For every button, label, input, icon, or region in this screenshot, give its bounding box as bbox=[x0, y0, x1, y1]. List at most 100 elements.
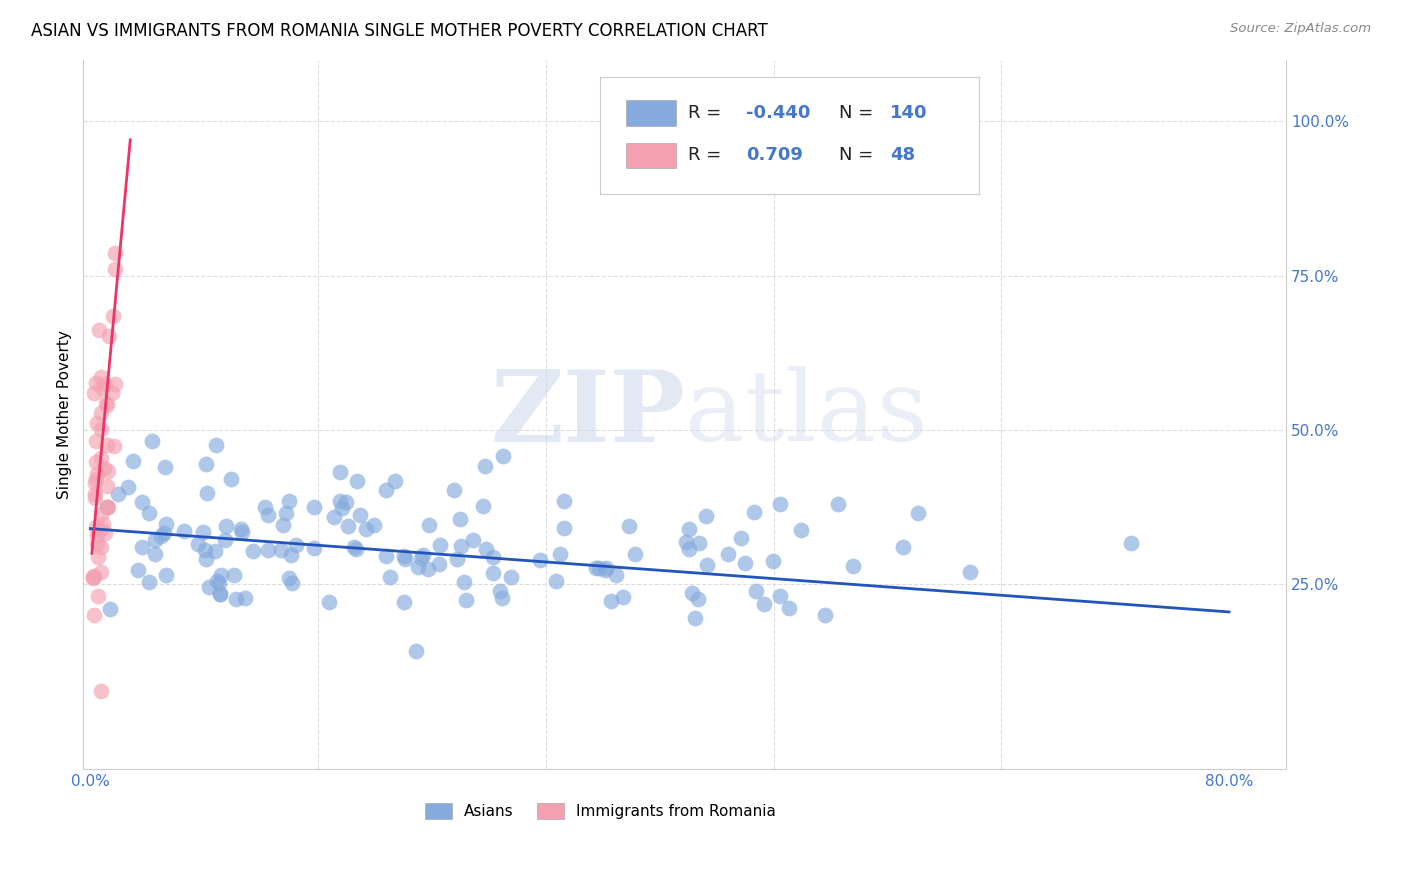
Point bbox=[90, 565, 112, 579]
Point bbox=[86, 376, 108, 390]
Point bbox=[86, 550, 108, 565]
Point bbox=[1119, 535, 1142, 549]
Point bbox=[131, 495, 153, 509]
Point bbox=[302, 541, 325, 556]
Point bbox=[449, 512, 471, 526]
Point bbox=[231, 522, 253, 536]
Point bbox=[328, 493, 350, 508]
Point bbox=[195, 457, 218, 471]
Point bbox=[394, 595, 416, 609]
Point bbox=[280, 576, 302, 591]
Point bbox=[143, 533, 166, 547]
Point bbox=[257, 542, 280, 557]
FancyBboxPatch shape bbox=[626, 100, 676, 126]
Point bbox=[734, 556, 756, 570]
Point bbox=[605, 567, 627, 582]
Point bbox=[274, 507, 297, 521]
Point bbox=[814, 607, 837, 622]
Point bbox=[418, 562, 440, 576]
Point bbox=[745, 583, 768, 598]
Point bbox=[94, 525, 117, 540]
Point bbox=[96, 396, 118, 410]
Point bbox=[363, 518, 385, 533]
Point bbox=[219, 472, 242, 486]
Point bbox=[273, 517, 295, 532]
Point bbox=[193, 524, 215, 539]
Point bbox=[104, 262, 127, 277]
Point bbox=[456, 593, 478, 607]
FancyBboxPatch shape bbox=[600, 78, 979, 194]
Point bbox=[97, 328, 120, 343]
Point bbox=[688, 535, 710, 549]
Point bbox=[254, 500, 277, 514]
Point bbox=[343, 540, 366, 554]
Point bbox=[827, 497, 849, 511]
Text: Source: ZipAtlas.com: Source: ZipAtlas.com bbox=[1230, 22, 1371, 36]
Point bbox=[380, 570, 402, 584]
Point bbox=[155, 568, 177, 582]
Point bbox=[280, 548, 302, 562]
Point bbox=[222, 568, 245, 582]
Point bbox=[384, 474, 406, 488]
Point bbox=[89, 323, 111, 337]
Point bbox=[553, 521, 575, 535]
Point bbox=[491, 449, 513, 463]
Point bbox=[304, 500, 326, 514]
Point bbox=[90, 507, 112, 521]
Point bbox=[696, 558, 718, 572]
Point bbox=[754, 597, 776, 611]
Point bbox=[209, 568, 232, 582]
Point bbox=[96, 500, 118, 515]
Point bbox=[354, 522, 377, 536]
Point bbox=[681, 586, 703, 600]
Point bbox=[617, 519, 640, 533]
Point bbox=[214, 533, 236, 548]
Point bbox=[209, 587, 232, 601]
Point bbox=[688, 591, 710, 606]
Point bbox=[90, 422, 112, 436]
Point bbox=[103, 377, 125, 392]
Point bbox=[96, 438, 118, 452]
Point bbox=[150, 529, 173, 543]
Point bbox=[330, 500, 353, 515]
Point bbox=[475, 541, 498, 556]
Point bbox=[86, 455, 108, 469]
Point bbox=[599, 594, 621, 608]
Point bbox=[90, 683, 112, 698]
Point bbox=[90, 540, 112, 554]
Point bbox=[595, 561, 617, 575]
Point bbox=[84, 491, 107, 505]
Point bbox=[453, 574, 475, 589]
Point bbox=[83, 386, 105, 401]
Point bbox=[717, 547, 740, 561]
Point bbox=[443, 483, 465, 497]
Point bbox=[195, 485, 218, 500]
Point bbox=[122, 454, 145, 468]
Text: N =: N = bbox=[838, 103, 879, 122]
Point bbox=[284, 538, 307, 552]
Point bbox=[91, 517, 114, 532]
Point bbox=[101, 386, 124, 401]
Point bbox=[207, 574, 229, 589]
Point bbox=[406, 559, 429, 574]
FancyBboxPatch shape bbox=[626, 143, 676, 169]
Point bbox=[585, 561, 607, 575]
Point bbox=[233, 591, 256, 606]
Point bbox=[127, 563, 149, 577]
Point bbox=[695, 509, 717, 524]
Point bbox=[742, 505, 765, 519]
Text: ASIAN VS IMMIGRANTS FROM ROMANIA SINGLE MOTHER POVERTY CORRELATION CHART: ASIAN VS IMMIGRANTS FROM ROMANIA SINGLE … bbox=[31, 22, 768, 40]
Y-axis label: Single Mother Poverty: Single Mother Poverty bbox=[58, 330, 72, 499]
Point bbox=[907, 506, 929, 520]
Text: 0.709: 0.709 bbox=[747, 146, 803, 164]
Point bbox=[100, 602, 122, 616]
Point bbox=[429, 538, 451, 552]
Point bbox=[90, 406, 112, 420]
Point bbox=[769, 497, 792, 511]
Point bbox=[346, 474, 368, 488]
Point bbox=[588, 561, 610, 575]
Point bbox=[762, 554, 785, 568]
Point bbox=[84, 520, 107, 534]
Point bbox=[769, 589, 792, 603]
Point bbox=[730, 531, 752, 545]
